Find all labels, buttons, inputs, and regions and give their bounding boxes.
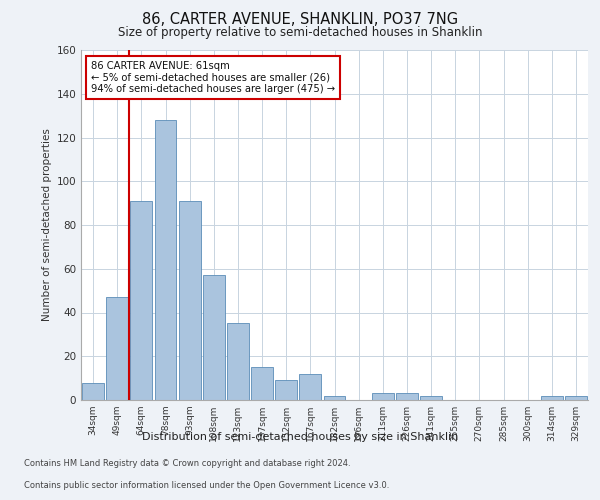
Text: 86 CARTER AVENUE: 61sqm
← 5% of semi-detached houses are smaller (26)
94% of sem: 86 CARTER AVENUE: 61sqm ← 5% of semi-det… — [91, 60, 335, 94]
Bar — [565, 396, 587, 400]
Bar — [82, 382, 104, 400]
Bar — [420, 396, 442, 400]
Bar — [396, 394, 418, 400]
Text: Contains public sector information licensed under the Open Government Licence v3: Contains public sector information licen… — [24, 481, 389, 490]
Bar — [323, 396, 346, 400]
Bar — [299, 374, 321, 400]
Bar — [179, 201, 200, 400]
Bar — [541, 396, 563, 400]
Bar — [372, 394, 394, 400]
Bar — [155, 120, 176, 400]
Bar — [251, 367, 273, 400]
Text: 86, CARTER AVENUE, SHANKLIN, PO37 7NG: 86, CARTER AVENUE, SHANKLIN, PO37 7NG — [142, 12, 458, 28]
Y-axis label: Number of semi-detached properties: Number of semi-detached properties — [42, 128, 52, 322]
Bar — [130, 201, 152, 400]
Bar — [203, 276, 224, 400]
Text: Distribution of semi-detached houses by size in Shanklin: Distribution of semi-detached houses by … — [142, 432, 458, 442]
Bar — [227, 324, 249, 400]
Bar — [106, 297, 128, 400]
Text: Contains HM Land Registry data © Crown copyright and database right 2024.: Contains HM Land Registry data © Crown c… — [24, 458, 350, 468]
Text: Size of property relative to semi-detached houses in Shanklin: Size of property relative to semi-detach… — [118, 26, 482, 39]
Bar — [275, 380, 297, 400]
